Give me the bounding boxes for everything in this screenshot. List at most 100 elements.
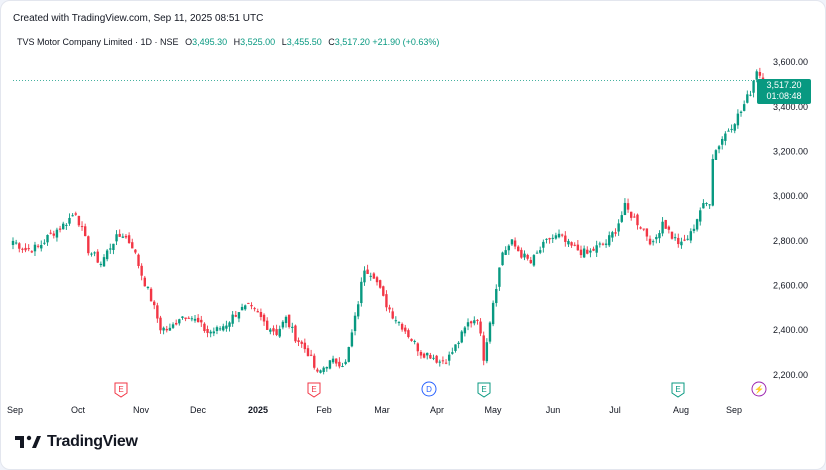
candle-body	[419, 351, 423, 356]
candle-body	[306, 348, 310, 357]
candle-body	[623, 202, 627, 216]
candle-body	[121, 236, 125, 238]
open-value: 3,495.30	[192, 37, 228, 47]
candle-body	[407, 330, 410, 338]
candle-body	[441, 360, 445, 362]
candle-body	[369, 275, 372, 277]
candle-body	[24, 247, 27, 251]
candle-body	[586, 249, 589, 254]
candle-body	[87, 236, 90, 254]
candle-body	[18, 243, 21, 249]
candle-body	[758, 71, 762, 76]
candle-body	[554, 235, 558, 239]
event-label: E	[675, 385, 680, 394]
candle-body	[611, 232, 614, 238]
candle-body	[742, 104, 746, 111]
candle-body	[510, 239, 514, 245]
candle-body	[58, 228, 62, 230]
tradingview-logo[interactable]: TradingView	[15, 433, 138, 451]
candle-body	[692, 228, 696, 231]
candle-body	[297, 340, 300, 343]
candle-body	[626, 203, 630, 210]
candle-body	[360, 281, 363, 304]
candle-body	[604, 243, 608, 245]
candle-body	[187, 317, 190, 319]
candle-body	[338, 361, 341, 367]
candle-body	[134, 249, 137, 253]
candle-body	[680, 241, 683, 246]
candle-body	[432, 357, 435, 359]
candle-body	[149, 288, 153, 302]
candle-body	[582, 248, 586, 258]
candle-body	[589, 250, 592, 253]
low-label: L	[281, 37, 287, 47]
candle-body	[52, 233, 55, 236]
candle-body	[234, 315, 238, 317]
candle-body	[730, 128, 733, 130]
candle-body	[576, 244, 580, 251]
candle-body	[137, 254, 140, 266]
candle-body	[184, 317, 187, 319]
candle-body	[225, 325, 228, 329]
y-tick-label: 2,400.00	[773, 325, 808, 335]
candle-body	[702, 203, 705, 209]
candle-body	[601, 243, 605, 245]
created-caption: Created with TradingView.com, Sep 11, 20…	[13, 13, 264, 24]
candle-body	[244, 305, 247, 310]
candle-body	[479, 321, 482, 334]
candle-body	[617, 223, 620, 232]
x-tick-label: Mar	[374, 405, 390, 415]
candle-body	[43, 242, 46, 244]
candle-body	[642, 228, 645, 230]
candle-body	[705, 202, 708, 204]
candle-body	[683, 239, 686, 241]
candle-body	[639, 227, 642, 229]
candle-body	[46, 234, 49, 243]
candle-body	[240, 306, 244, 311]
candle-body	[341, 366, 344, 368]
candle-body	[658, 233, 661, 239]
candle-body	[237, 312, 241, 319]
split-event-marker	[751, 381, 767, 397]
candle-body	[350, 332, 354, 347]
candle-body	[90, 253, 93, 255]
candle-body	[463, 327, 467, 334]
candle-body	[256, 311, 259, 313]
earnings-event-marker	[114, 382, 128, 398]
candle-body	[105, 250, 109, 260]
candle-body	[347, 347, 350, 362]
candle-body	[460, 331, 463, 343]
candle-body	[30, 251, 34, 253]
candle-body	[538, 250, 542, 253]
x-tick-label: Oct	[71, 405, 86, 415]
candle-body	[275, 329, 278, 335]
candle-body	[595, 245, 598, 253]
candle-body	[168, 327, 172, 331]
symbol-title[interactable]: TVS Motor Company Limited · 1D · NSE	[17, 37, 179, 47]
candle-body	[513, 240, 517, 247]
high-label: H	[233, 37, 241, 47]
candle-body	[557, 233, 561, 238]
candle-body	[633, 216, 636, 218]
candle-body	[93, 252, 96, 254]
candle-body	[388, 307, 391, 310]
candle-body	[33, 244, 37, 252]
candle-body	[303, 342, 307, 350]
candle-body	[259, 312, 263, 318]
candle-body	[156, 305, 159, 319]
candle-body	[410, 338, 413, 341]
tradingview-logo-text: TradingView	[47, 433, 138, 450]
candle-body	[71, 215, 74, 217]
candle-body	[14, 242, 18, 244]
candle-body	[209, 331, 212, 334]
candle-body	[404, 327, 407, 332]
candle-body	[636, 214, 639, 226]
candle-body	[708, 204, 711, 206]
candle-body	[102, 257, 106, 267]
candle-body	[667, 226, 671, 230]
candle-body	[570, 242, 573, 246]
candle-body	[181, 316, 184, 318]
candle-body	[300, 341, 303, 344]
